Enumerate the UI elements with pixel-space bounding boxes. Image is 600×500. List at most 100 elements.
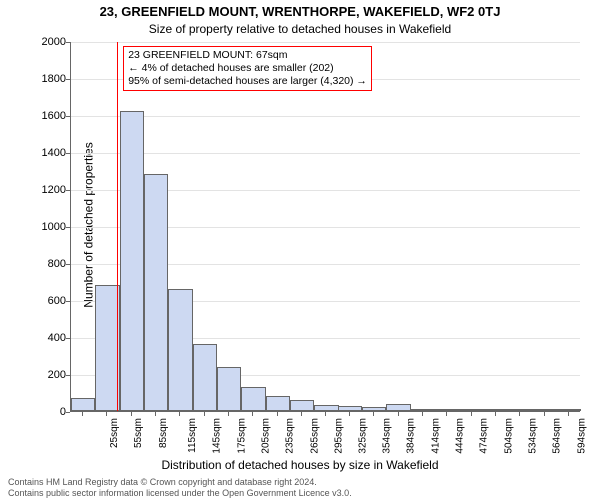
y-tick-label: 1600 — [26, 110, 66, 122]
histogram-bar — [290, 400, 314, 411]
histogram-bar — [168, 289, 192, 411]
x-tick-label: 25sqm — [109, 418, 120, 448]
histogram-bar — [362, 407, 386, 411]
histogram-bar — [386, 404, 410, 411]
y-tick-label: 1000 — [26, 221, 66, 233]
histogram-bar — [71, 398, 95, 411]
x-tick-mark — [106, 412, 107, 416]
y-tick-mark — [66, 301, 70, 302]
y-tick-mark — [66, 375, 70, 376]
x-tick-label: 295sqm — [334, 418, 345, 454]
x-tick-label: 414sqm — [430, 418, 441, 454]
x-tick-mark — [495, 412, 496, 416]
y-tick-mark — [66, 79, 70, 80]
x-tick-label: 115sqm — [187, 418, 198, 453]
x-tick-label: 354sqm — [381, 418, 392, 454]
marker-line — [117, 42, 118, 411]
y-tick-label: 1800 — [26, 73, 66, 85]
x-tick-label: 175sqm — [236, 418, 247, 454]
x-tick-mark — [544, 412, 545, 416]
histogram-bar — [484, 409, 508, 411]
x-tick-label: 474sqm — [479, 418, 490, 454]
y-tick-label: 600 — [26, 295, 66, 307]
x-tick-label: 325sqm — [358, 418, 369, 454]
chart-title: 23, GREENFIELD MOUNT, WRENTHORPE, WAKEFI… — [0, 4, 600, 19]
histogram-bar — [241, 387, 265, 411]
x-tick-label: 564sqm — [552, 418, 563, 454]
y-tick-label: 1200 — [26, 184, 66, 196]
y-tick-mark — [66, 153, 70, 154]
y-tick-label: 1400 — [26, 147, 66, 159]
histogram-bar — [338, 406, 362, 411]
x-tick-label: 235sqm — [285, 418, 296, 454]
footer-line-1: Contains HM Land Registry data © Crown c… — [8, 477, 352, 487]
x-axis-label: Distribution of detached houses by size … — [0, 458, 600, 472]
chart-subtitle: Size of property relative to detached ho… — [0, 22, 600, 36]
x-tick-mark — [568, 412, 569, 416]
y-tick-mark — [66, 42, 70, 43]
x-tick-label: 55sqm — [134, 418, 145, 448]
x-tick-label: 384sqm — [406, 418, 417, 454]
x-tick-label: 265sqm — [309, 418, 320, 454]
plot-area: 23 GREENFIELD MOUNT: 67sqm ← 4% of detac… — [70, 42, 580, 412]
histogram-bar — [435, 409, 459, 411]
x-tick-mark — [325, 412, 326, 416]
x-tick-mark — [82, 412, 83, 416]
x-tick-mark — [131, 412, 132, 416]
histogram-bar — [557, 409, 581, 411]
annotation-line-3: 95% of semi-detached houses are larger (… — [128, 75, 367, 88]
histogram-bar — [266, 396, 290, 411]
histogram-bar — [144, 174, 168, 411]
y-tick-label: 0 — [26, 406, 66, 418]
y-tick-label: 800 — [26, 258, 66, 270]
gridline — [71, 153, 580, 154]
y-tick-label: 200 — [26, 369, 66, 381]
histogram-bar — [217, 367, 241, 411]
gridline — [71, 116, 580, 117]
x-tick-label: 594sqm — [576, 418, 587, 454]
y-tick-label: 2000 — [26, 36, 66, 48]
y-tick-label: 400 — [26, 332, 66, 344]
x-tick-label: 85sqm — [158, 418, 169, 448]
gridline — [71, 42, 580, 43]
x-tick-mark — [373, 412, 374, 416]
y-tick-mark — [66, 412, 70, 413]
histogram-bar — [314, 405, 338, 411]
histogram-bar — [411, 409, 435, 411]
x-tick-label: 444sqm — [454, 418, 465, 454]
x-tick-mark — [179, 412, 180, 416]
annotation-line-1: 23 GREENFIELD MOUNT: 67sqm — [128, 49, 367, 62]
histogram-bar — [508, 409, 532, 411]
y-tick-mark — [66, 116, 70, 117]
x-tick-label: 145sqm — [212, 418, 223, 454]
x-tick-mark — [398, 412, 399, 416]
x-tick-mark — [277, 412, 278, 416]
x-tick-label: 205sqm — [261, 418, 272, 454]
y-tick-mark — [66, 338, 70, 339]
x-tick-label: 534sqm — [527, 418, 538, 454]
x-tick-mark — [228, 412, 229, 416]
annotation-line-2: ← 4% of detached houses are smaller (202… — [128, 62, 367, 75]
histogram-bar — [95, 285, 119, 411]
histogram-bar — [120, 111, 144, 411]
histogram-bar — [193, 344, 217, 411]
histogram-bar — [532, 409, 556, 411]
x-tick-mark — [446, 412, 447, 416]
x-tick-mark — [301, 412, 302, 416]
x-tick-mark — [349, 412, 350, 416]
histogram-bar — [459, 409, 483, 411]
x-tick-mark — [471, 412, 472, 416]
x-tick-label: 504sqm — [503, 418, 514, 454]
annotation-box: 23 GREENFIELD MOUNT: 67sqm ← 4% of detac… — [123, 46, 372, 91]
x-tick-mark — [519, 412, 520, 416]
y-tick-mark — [66, 190, 70, 191]
y-tick-mark — [66, 227, 70, 228]
footer-line-2: Contains public sector information licen… — [8, 488, 352, 498]
x-tick-mark — [422, 412, 423, 416]
x-tick-mark — [204, 412, 205, 416]
chart-container: 23, GREENFIELD MOUNT, WRENTHORPE, WAKEFI… — [0, 0, 600, 500]
y-tick-mark — [66, 264, 70, 265]
footer-attribution: Contains HM Land Registry data © Crown c… — [8, 477, 352, 498]
x-tick-mark — [252, 412, 253, 416]
x-tick-mark — [155, 412, 156, 416]
